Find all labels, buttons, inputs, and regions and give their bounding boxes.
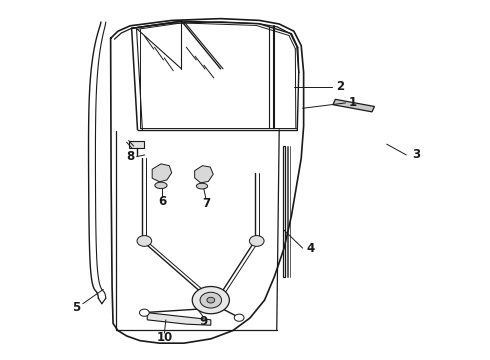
Polygon shape: [147, 313, 211, 325]
Text: 1: 1: [348, 96, 357, 109]
Circle shape: [140, 309, 149, 316]
Text: 6: 6: [158, 195, 166, 208]
Text: 7: 7: [202, 197, 210, 210]
Circle shape: [192, 287, 229, 314]
Text: 3: 3: [412, 148, 420, 161]
Ellipse shape: [196, 183, 208, 189]
Text: 10: 10: [156, 331, 172, 344]
Text: 2: 2: [336, 80, 344, 93]
Circle shape: [207, 297, 215, 303]
Text: 5: 5: [73, 301, 80, 314]
Text: 8: 8: [126, 150, 134, 163]
Circle shape: [249, 235, 264, 246]
Polygon shape: [195, 166, 213, 183]
Circle shape: [137, 235, 152, 246]
Ellipse shape: [155, 182, 167, 189]
Bar: [129, 140, 144, 148]
Circle shape: [234, 314, 244, 321]
Polygon shape: [152, 164, 171, 182]
Polygon shape: [333, 99, 374, 112]
Circle shape: [200, 292, 221, 308]
Text: 9: 9: [199, 315, 208, 328]
Text: 4: 4: [307, 242, 315, 255]
